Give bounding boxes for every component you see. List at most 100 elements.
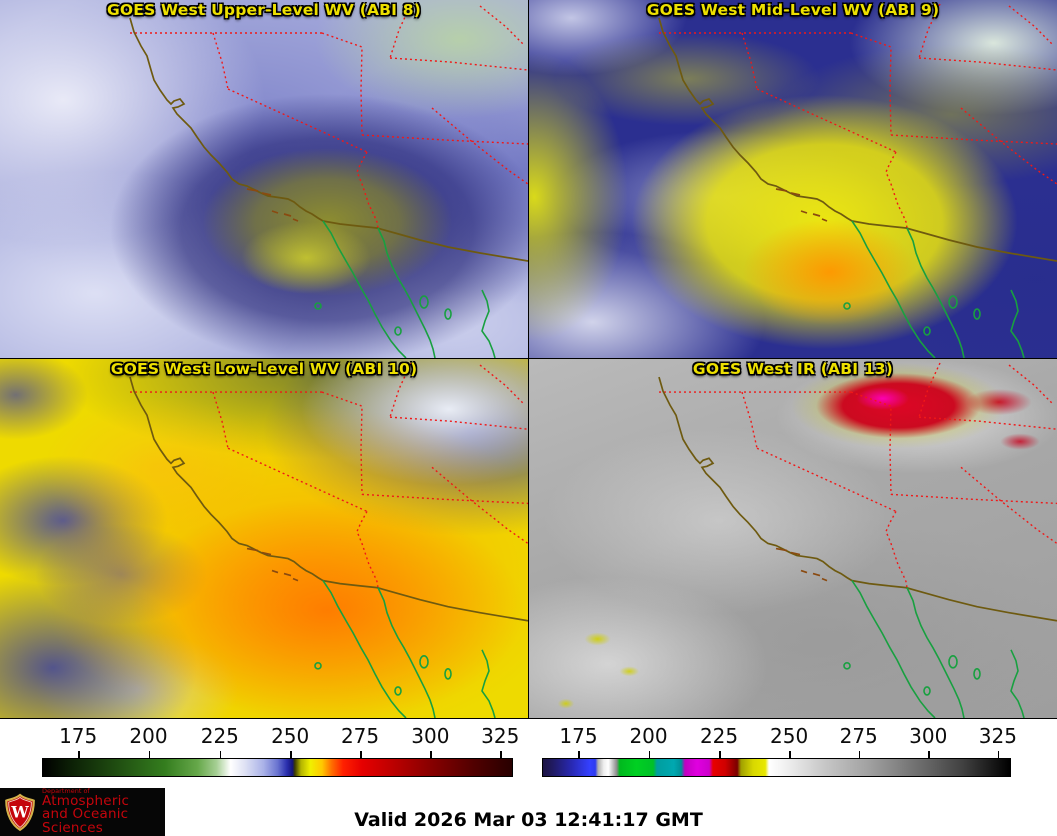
border-idaho-northeast xyxy=(1008,364,1053,404)
baja-gulf-coast xyxy=(377,227,436,358)
coastlines xyxy=(129,17,528,262)
us-mexico-border xyxy=(851,220,1057,262)
colorbar-tick-label: 250 xyxy=(770,724,809,748)
logo-dept-line: Department of xyxy=(42,787,90,796)
gulf-island xyxy=(948,295,958,309)
border-utah-east-diagonal xyxy=(960,466,1057,545)
colorbar-tick-mark xyxy=(148,751,151,759)
satellite-image-abi8 xyxy=(0,0,528,358)
sonora-coast xyxy=(481,649,496,718)
map-overlay xyxy=(658,3,1057,358)
border-idaho-nevada xyxy=(389,57,528,71)
coastlines xyxy=(658,376,1057,622)
colorbar-tick-label: 250 xyxy=(271,724,310,748)
border-nevada-utah xyxy=(850,391,892,495)
logo-text-block: Department of Atmospheric and Oceanic Sc… xyxy=(42,788,165,836)
colorbar-tick-label: 275 xyxy=(340,724,380,748)
logo-line-atmospheric: Atmospheric xyxy=(42,792,130,809)
border-utah-east-diagonal xyxy=(431,466,528,545)
colorbar-tick-mark xyxy=(290,751,292,759)
gulf-island xyxy=(444,308,452,320)
border-california-nevada-diagonal xyxy=(756,88,897,153)
map-slot xyxy=(0,359,528,718)
coastlines xyxy=(129,376,528,622)
map-slot xyxy=(0,0,528,358)
colorbar-strip: 175 200 225 250 275 300 325 175 200 225 … xyxy=(0,719,1057,788)
us-mexico-border xyxy=(322,220,528,262)
satellite-image-abi10 xyxy=(0,359,528,718)
channel-islands xyxy=(246,547,299,582)
state-borders xyxy=(130,3,528,229)
border-utah-arizona xyxy=(361,493,528,505)
logo-line-oceanic: and Oceanic Sciences xyxy=(42,806,129,836)
border-california-nevada-diagonal xyxy=(756,447,897,513)
border-idaho-nevada xyxy=(389,416,528,430)
border-nevada-utah xyxy=(321,391,363,495)
state-borders xyxy=(659,3,1057,229)
panel-title-abi9: GOES West Mid-Level WV (ABI 9) xyxy=(646,1,940,19)
satellite-image-abi13 xyxy=(529,359,1057,718)
border-nevada-utah xyxy=(850,32,892,136)
border-colorado-river xyxy=(885,511,908,588)
california-coastline xyxy=(658,17,853,222)
colorbar-tick-label: 300 xyxy=(411,724,450,748)
colorbar-tick-mark xyxy=(430,751,432,759)
satellite-image-abi9 xyxy=(529,0,1057,358)
panel-upper-level-wv: GOES West Upper-Level WV (ABI 8) xyxy=(0,0,528,358)
ir-colorbar: 175 200 225 250 275 300 325 xyxy=(542,724,1017,777)
us-mexico-border xyxy=(322,579,528,622)
channel-islands xyxy=(775,547,828,582)
map-slot xyxy=(529,359,1057,718)
colorbar-tick-mark xyxy=(928,751,930,759)
colorbar-tick-mark xyxy=(997,751,1000,759)
gulf-island xyxy=(973,668,981,680)
baja-gulf-coast xyxy=(906,227,965,358)
colorbar-tick-label: 275 xyxy=(839,724,878,748)
border-utah-arizona xyxy=(890,134,1057,145)
colorbar-tick-label: 175 xyxy=(59,724,98,748)
coastlines xyxy=(658,17,1057,262)
gulf-island xyxy=(948,655,958,669)
california-coastline xyxy=(658,376,853,582)
colorbar-tick-mark xyxy=(78,751,80,759)
crest-letter: W xyxy=(10,804,29,822)
border-colorado-river xyxy=(885,151,908,229)
california-coastline xyxy=(129,376,324,582)
border-nevada-utah xyxy=(321,32,363,136)
baja-gulf-coast xyxy=(906,587,965,718)
panel-title-abi13: GOES West IR (ABI 13) xyxy=(692,360,894,378)
colorbar-tick-label: 200 xyxy=(129,724,168,748)
border-utah-east-diagonal xyxy=(960,107,1057,185)
mexico-outlines xyxy=(314,580,496,718)
sonora-coast xyxy=(1010,289,1025,358)
border-colorado-river xyxy=(356,151,379,229)
colorbar-tick-mark xyxy=(648,751,651,759)
colorbar-tick-label: 175 xyxy=(559,724,598,748)
border-idaho-northeast xyxy=(479,5,524,45)
colorbar-tick-label: 300 xyxy=(909,724,948,748)
state-borders xyxy=(659,362,1057,588)
mexico-outlines xyxy=(314,220,496,358)
border-utah-arizona xyxy=(890,493,1057,505)
gulf-island xyxy=(394,326,402,336)
colorbar-tick-label: 325 xyxy=(978,724,1017,748)
gulf-island xyxy=(923,686,931,696)
map-slot xyxy=(529,0,1057,358)
panel-title-abi8: GOES West Upper-Level WV (ABI 8) xyxy=(106,1,422,19)
satellite-quad-grid: GOES West Upper-Level WV (ABI 8) xyxy=(0,0,1057,719)
colorbar-tick-mark xyxy=(578,751,580,759)
gulf-island xyxy=(444,668,452,680)
colorbar-tick-label: 325 xyxy=(481,724,520,748)
gulf-island xyxy=(923,326,931,336)
valid-timestamp: Valid 2026 Mar 03 12:41:17 GMT xyxy=(354,809,703,831)
border-california-nevada-north xyxy=(741,32,758,90)
colorbar-tick-mark xyxy=(858,751,861,759)
channel-islands xyxy=(775,188,828,222)
pacific-island xyxy=(843,662,851,670)
colorbar-tick-label: 225 xyxy=(200,724,239,748)
panel-low-level-wv: GOES West Low-Level WV (ABI 10) xyxy=(0,359,528,718)
border-california-nevada-north xyxy=(741,391,758,449)
gulf-island xyxy=(419,295,429,309)
baja-pacific-coast xyxy=(322,580,407,718)
